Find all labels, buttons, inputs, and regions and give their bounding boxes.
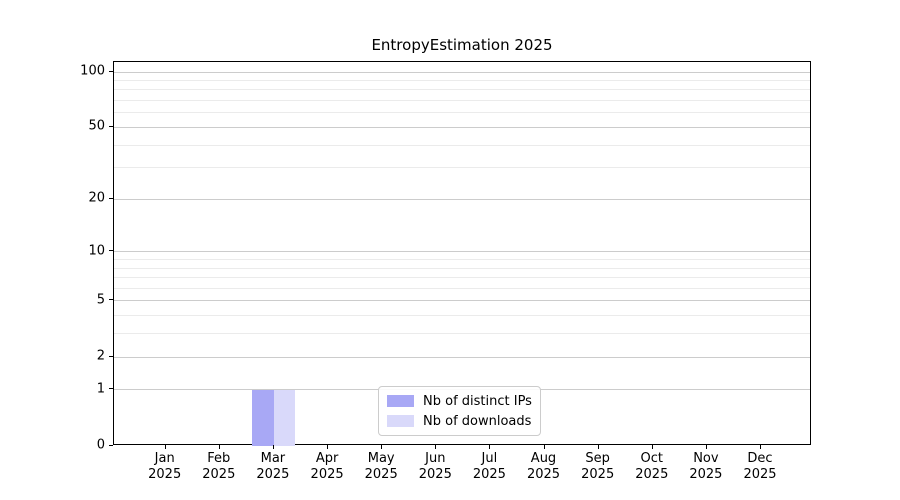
y-tick-mark	[109, 70, 113, 72]
y-tick-label: 10	[88, 243, 105, 259]
legend-item-distinct-ips: Nb of distinct IPs	[387, 393, 532, 409]
x-tick-mark	[381, 445, 383, 449]
x-tick-month: Nov	[693, 451, 719, 466]
y-tick-label: 50	[88, 118, 105, 134]
x-tick-label: Dec 2025	[732, 451, 788, 482]
minor-gridline	[114, 258, 810, 260]
x-tick-mark	[543, 445, 545, 449]
minor-gridline	[114, 315, 810, 317]
legend-label-distinct-ips: Nb of distinct IPs	[423, 393, 532, 409]
x-tick-month: Mar	[260, 451, 286, 466]
x-tick-year: 2025	[689, 466, 723, 482]
x-tick-mark	[218, 445, 220, 449]
major-gridline	[114, 356, 810, 358]
y-tick-mark	[109, 125, 113, 127]
legend-swatch-distinct-ips-icon	[387, 395, 414, 407]
legend: Nb of distinct IPs Nb of downloads	[378, 386, 541, 436]
x-tick-mark	[435, 445, 437, 449]
y-tick-mark	[109, 250, 113, 252]
x-tick-month: Aug	[530, 451, 557, 466]
x-tick-year: 2025	[526, 466, 561, 482]
x-tick-mark	[760, 445, 761, 449]
y-tick-label: 0	[96, 437, 105, 453]
x-tick-label: Oct 2025	[624, 451, 680, 482]
minor-gridline	[114, 277, 810, 278]
x-tick-year: 2025	[364, 466, 398, 482]
x-tick-month: Jun	[425, 451, 446, 466]
x-tick-year: 2025	[581, 466, 615, 482]
x-tick-label: May 2025	[353, 451, 409, 482]
minor-gridline	[114, 100, 810, 102]
major-gridline	[114, 198, 810, 200]
x-tick-mark	[489, 445, 491, 449]
legend-item-downloads: Nb of downloads	[387, 413, 532, 429]
x-tick-label: Aug 2025	[516, 451, 572, 482]
x-tick-year: 2025	[418, 466, 452, 482]
major-gridline	[114, 251, 810, 253]
y-tick-mark	[109, 444, 113, 446]
x-tick-label: Nov 2025	[678, 451, 734, 482]
bar-distinct-ips	[252, 389, 274, 446]
x-tick-mark	[651, 445, 653, 449]
minor-gridline	[114, 89, 810, 91]
x-tick-label: Mar 2025	[245, 451, 301, 482]
major-gridline	[114, 300, 810, 302]
x-tick-label: Jan 2025	[137, 451, 193, 482]
x-tick-year: 2025	[310, 466, 344, 482]
x-tick-month: Oct	[640, 451, 664, 466]
legend-label-downloads: Nb of downloads	[423, 413, 532, 429]
plot-area: Nb of distinct IPs Nb of downloads	[113, 61, 811, 446]
x-tick-year: 2025	[256, 466, 290, 482]
minor-gridline	[114, 144, 810, 146]
minor-gridline	[114, 287, 810, 289]
y-tick-label: 1	[96, 381, 105, 397]
x-tick-mark	[272, 445, 274, 449]
y-tick-label: 5	[96, 292, 105, 308]
minor-gridline	[114, 80, 810, 81]
y-tick-mark	[109, 355, 113, 357]
x-tick-year: 2025	[202, 466, 236, 482]
chart-title: EntropyEstimation 2025	[371, 36, 553, 54]
y-tick-label: 2	[96, 348, 105, 364]
x-tick-mark	[597, 445, 599, 449]
bar-downloads	[273, 389, 296, 446]
x-tick-mark	[164, 445, 166, 449]
bars-layer	[114, 62, 810, 446]
x-tick-label: Sep 2025	[570, 451, 626, 482]
minor-gridline	[114, 267, 810, 269]
x-tick-month: Apr	[315, 451, 339, 466]
x-tick-label: Jun 2025	[407, 451, 463, 482]
major-gridline	[114, 126, 810, 128]
x-tick-label: Jul 2025	[461, 451, 517, 482]
x-tick-month: Dec	[747, 451, 773, 466]
major-gridline	[114, 71, 810, 73]
x-tick-year: 2025	[743, 466, 777, 482]
x-tick-month: Jul	[481, 451, 498, 466]
x-tick-year: 2025	[635, 466, 669, 482]
minor-gridline	[114, 112, 810, 114]
y-tick-mark	[109, 299, 113, 301]
x-tick-month: May	[367, 451, 395, 466]
x-tick-label: Feb 2025	[191, 451, 247, 482]
x-tick-label: Apr 2025	[299, 451, 355, 482]
y-tick-label: 20	[88, 190, 105, 206]
x-tick-month: Jan	[154, 451, 175, 466]
x-tick-mark	[705, 445, 707, 449]
x-tick-month: Sep	[585, 451, 610, 466]
legend-swatch-downloads-icon	[387, 415, 414, 427]
x-tick-year: 2025	[472, 466, 506, 482]
minor-gridline	[114, 167, 810, 169]
x-tick-year: 2025	[148, 466, 182, 482]
minor-gridline	[114, 333, 810, 335]
x-tick-month: Feb	[207, 451, 231, 466]
x-tick-mark	[327, 445, 329, 449]
y-tick-label: 100	[80, 63, 105, 79]
y-tick-mark	[109, 388, 113, 390]
y-tick-mark	[109, 197, 113, 199]
